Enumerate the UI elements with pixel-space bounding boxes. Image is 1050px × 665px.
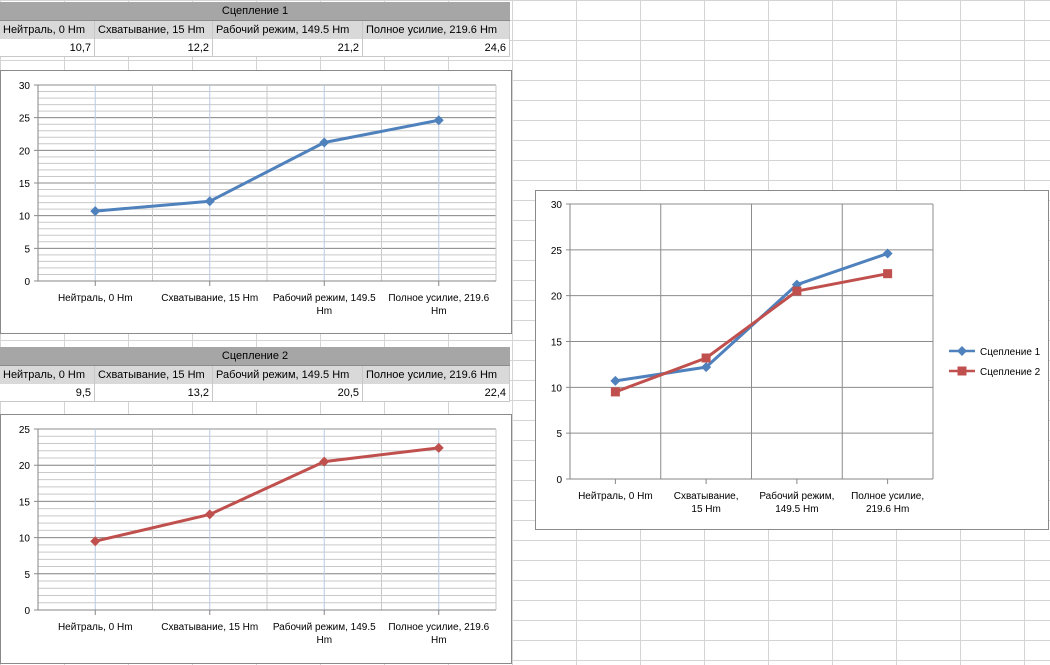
legend-label: Сцепление 2 [980,367,1041,378]
table-header-cell[interactable]: Рабочий режим, 149.5 Нm [213,366,363,384]
table-values-row: 9,5 13,2 20,5 22,4 [0,384,510,402]
data-point-marker [882,248,893,259]
x-tick-label: Нейтраль, 0 Нm [58,622,133,633]
chart-1[interactable]: 0 5 10 15 20 25 30 Нейтраль, 0 Нm Схватывание, 1… [0,70,512,334]
y-tick-label: 0 [24,277,30,288]
table-value-cell[interactable]: 20,5 [213,384,363,402]
chart-2-svg: 0 5 10 15 20 25 Нейтраль, 0 Нm Схватывание, 15 … [19,425,497,646]
x-tick-label: Полное усилие, [851,491,924,502]
y-tick-label: 10 [551,383,563,394]
data-table-2: Сцепление 2 Нейтраль, 0 Нm Схватывание, … [0,347,510,402]
series-line [94,446,439,543]
table-header-row: Нейтраль, 0 Нm Схватывание, 15 Нm Рабочи… [0,366,510,384]
y-tick-label: 30 [19,81,31,92]
series-line [95,118,440,213]
x-tick-label: Нm [431,306,447,317]
table-value-cell[interactable]: 10,7 [0,39,95,57]
y-tick-label: 20 [19,461,31,472]
legend-label: Сцепление 1 [980,347,1041,358]
table-header-cell[interactable]: Схватывание, 15 Нm [95,21,213,39]
x-tick-label: Полное усилие, 219.6 [388,622,489,633]
chart-combined[interactable]: 0 5 10 15 20 25 30 Нейтраль, 0 Нm Схватывание, 15… [535,190,1049,530]
y-tick-label: 0 [24,606,30,617]
chart-combined-svg: 0 5 10 15 20 25 30 Нейтраль, 0 Нm Схватывание, 15… [551,200,1041,515]
x-tick-label: Схватывание, 15 Нm [161,622,258,633]
x-tick-label: Нm [431,635,447,646]
table-header-cell[interactable]: Рабочий режим, 149.5 Нm [213,21,363,39]
table-title[interactable]: Сцепление 1 [0,2,510,21]
table-header-cell[interactable]: Полное усилие, 219.6 Нm [363,21,510,39]
x-tick-label: Рабочий режим, 149.5 [273,621,376,633]
y-tick-label: 5 [24,244,30,255]
x-tick-label: 149.5 Нm [775,504,818,515]
y-tick-label: 10 [19,534,31,545]
data-point-marker [701,362,712,373]
table-header-cell[interactable]: Нейтраль, 0 Нm [0,21,95,39]
x-tick-label: Рабочий режим, [759,490,834,502]
data-point-marker [433,115,444,126]
table-value-cell[interactable]: 24,6 [363,39,510,57]
chart-1-svg: 0 5 10 15 20 25 30 Нейтраль, 0 Нm Схватывание, 1… [19,81,497,317]
table-value-cell[interactable]: 21,2 [213,39,363,57]
table-value-cell[interactable]: 9,5 [0,384,95,402]
data-point-marker [319,137,330,148]
chart-2[interactable]: 0 5 10 15 20 25 Нейтраль, 0 Нm Схватывание, 15 … [0,414,512,664]
data-point-marker [433,442,444,453]
data-point-marker [90,206,101,217]
x-tick-label: Нейтраль, 0 Нm [578,491,653,502]
y-tick-label: 5 [24,570,30,581]
data-point-marker [792,286,802,296]
x-tick-label: Полное усилие, 219.6 [388,293,489,304]
x-tick-label: 219.6 Нm [866,504,909,515]
y-tick-label: 0 [556,475,562,486]
data-point-marker [319,456,330,467]
x-tick-label: Схватывание, 15 Нm [161,293,258,304]
y-tick-label: 15 [19,497,31,508]
y-tick-label: 15 [551,338,563,349]
series-line [614,272,888,394]
table-header-cell[interactable]: Нейтраль, 0 Нm [0,366,95,384]
x-tick-label: Нейтраль, 0 Нm [58,293,133,304]
table-header-cell[interactable]: Схватывание, 15 Нm [95,366,213,384]
data-point-marker [204,196,215,207]
data-table-1: Сцепление 1 Нейтраль, 0 Нm Схватывание, … [0,2,510,57]
y-tick-label: 25 [19,425,31,436]
table-value-cell[interactable]: 12,2 [95,39,213,57]
data-point-marker [610,387,620,397]
table-value-cell[interactable]: 22,4 [363,384,510,402]
table-values-row: 10,7 12,2 21,2 24,6 [0,39,510,57]
table-header-cell[interactable]: Полное усилие, 219.6 Нm [363,366,510,384]
x-tick-label: 15 Нm [691,504,720,515]
table-header-row: Нейтраль, 0 Нm Схватывание, 15 Нm Рабочи… [0,21,510,39]
y-tick-label: 30 [551,200,563,211]
y-tick-label: 20 [19,146,31,157]
data-point-marker [610,375,621,386]
data-point-marker [701,353,711,363]
x-tick-label: Нm [316,635,332,646]
x-tick-label: Схватывание, [674,491,739,502]
y-tick-label: 15 [19,179,31,190]
data-point-marker [957,346,967,356]
data-point-marker [883,269,893,279]
y-tick-label: 10 [19,212,31,223]
y-tick-label: 25 [551,246,563,257]
table-title[interactable]: Сцепление 2 [0,347,510,366]
x-tick-label: Нm [316,306,332,317]
y-tick-label: 20 [551,292,563,303]
data-point-marker [90,536,101,547]
y-tick-label: 25 [19,114,31,125]
x-tick-label: Рабочий режим, 149.5 [273,292,376,304]
data-point-marker [957,366,967,376]
y-tick-label: 5 [556,429,562,440]
data-point-marker [204,509,215,520]
table-value-cell[interactable]: 13,2 [95,384,213,402]
